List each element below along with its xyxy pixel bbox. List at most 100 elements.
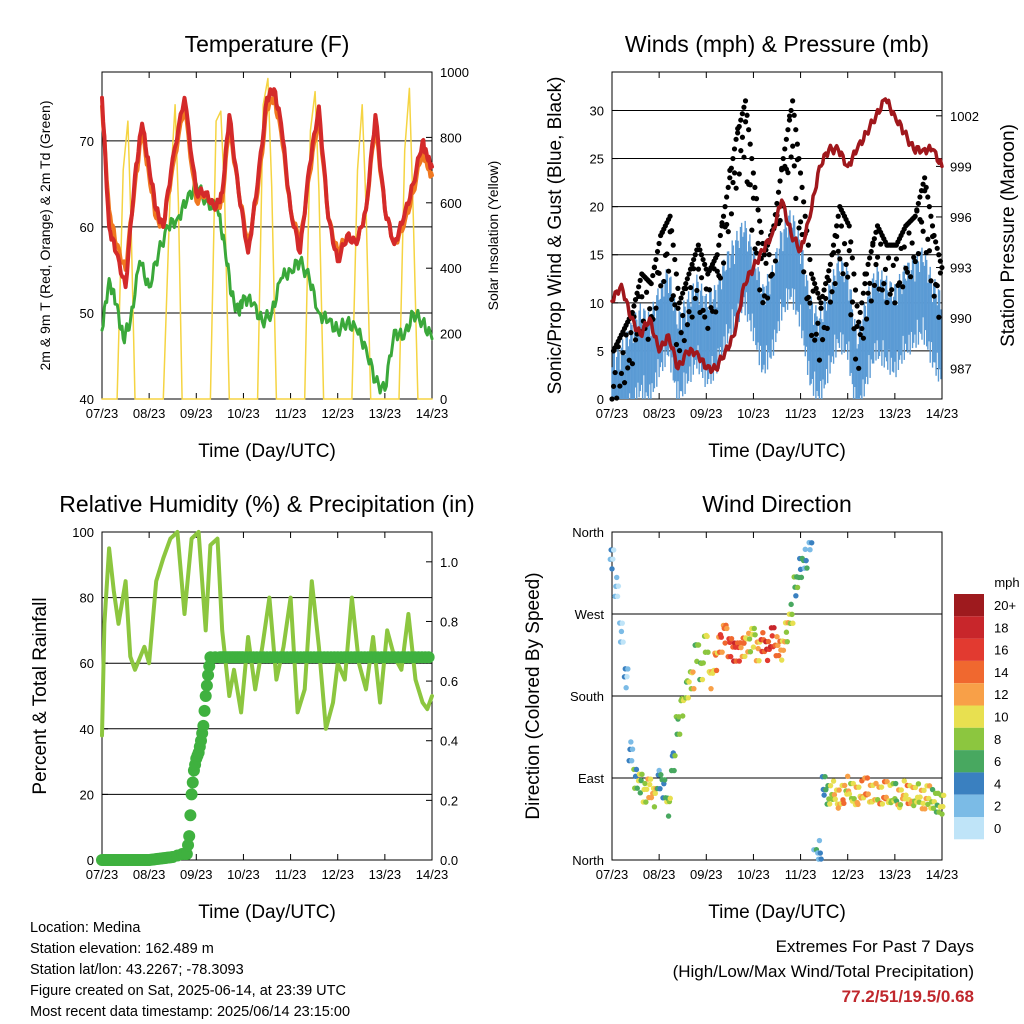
colorbar-swatch [954,772,984,795]
gust-point [834,223,840,229]
direction-point [685,695,691,701]
gust-point [742,98,749,104]
gust-point [728,165,734,171]
gust-point [717,232,723,239]
gust-point [777,178,783,184]
gust-point [755,207,761,213]
gust-point [808,332,815,338]
gust-point [618,370,625,377]
precip-point [200,679,213,692]
gust-point [868,248,874,255]
x-tick-label: 10/23 [227,867,260,882]
gust-point [931,232,937,239]
gust-point [793,127,799,133]
x-axis-label: Time (Day/UTC) [708,902,846,923]
gust-point [694,287,700,294]
gust-point [929,223,936,229]
gust-point [692,295,698,302]
gust-point [670,293,676,299]
gust-point [623,332,629,338]
extremes-subheading: (High/Low/Max Wind/Total Precipitation) [672,962,974,981]
gust-point [719,220,725,226]
gust-point [700,256,706,263]
gust-point [705,325,711,331]
direction-point [680,713,686,719]
gust-point [714,268,720,274]
direction-point [864,775,871,781]
direction-point [856,784,862,790]
gust-point [775,189,782,195]
gust-point [647,306,653,312]
gust-point [667,213,673,219]
direction-point [803,557,809,564]
gust-point [856,365,862,371]
direction-point [755,645,761,652]
gust-point [610,383,617,389]
direction-point [638,777,644,784]
gust-point [808,271,815,277]
gust-point [923,184,929,191]
gust-point [728,211,735,217]
direction-point [747,649,754,655]
gust-point [843,261,849,268]
gust-point [890,262,896,268]
direction-point [827,782,834,789]
precip-point [183,830,196,843]
gust-point [678,330,684,336]
gust-point [684,276,690,282]
direction-point [633,766,640,773]
x-tick-label: 07/23 [596,406,629,421]
gust-point [926,204,932,210]
y2-tick-label: 600 [440,196,462,211]
precip-point [203,660,216,673]
extremes-heading: Extremes For Past 7 Days [775,937,974,956]
x-tick-label: 08/23 [133,867,166,882]
y-tick-label: 20 [590,200,604,215]
gust-point [676,300,683,306]
gust-point [661,278,667,285]
gust-point [904,269,911,275]
gust-point [785,170,791,176]
gust-point [617,383,623,389]
gust-point [903,265,909,271]
gust-point [672,302,678,308]
x-tick-label: 13/23 [369,406,402,421]
direction-point [939,811,945,817]
colorbar-swatch [954,683,984,706]
precip-point [186,776,199,789]
gust-point [889,287,895,293]
gust-point [909,240,915,246]
station-info: Location: Medina Station elevation: 162.… [30,918,350,1023]
colorbar-swatch [954,794,984,817]
gust-point [933,239,939,245]
direction-point [625,666,631,672]
x-tick-label: 09/23 [180,867,213,882]
temp-2m-line [100,87,434,290]
gust-point [777,217,783,224]
direction-point [794,584,801,591]
gust-point [830,242,837,248]
gust-point [680,290,686,296]
direction-point [920,800,926,807]
gust-point [739,111,745,117]
gust-point [917,194,923,200]
y2-tick-label: 999 [950,159,972,174]
gust-point [665,268,672,274]
gust-point [884,299,890,306]
x-tick-label: 13/23 [879,867,912,882]
gust-point [823,280,829,287]
precip-point [197,719,210,732]
direction-point [841,800,847,807]
direction-point [929,786,936,793]
gust-point [911,254,917,260]
direction-point [884,778,890,785]
gust-point [859,325,865,332]
gust-point [676,348,683,354]
gust-point [920,228,926,234]
direction-point [827,801,833,807]
y2-tick-label: 800 [440,130,462,145]
gust-point [780,155,786,162]
gust-point [892,300,898,306]
gust-point [885,255,892,261]
direction-point [656,767,662,774]
